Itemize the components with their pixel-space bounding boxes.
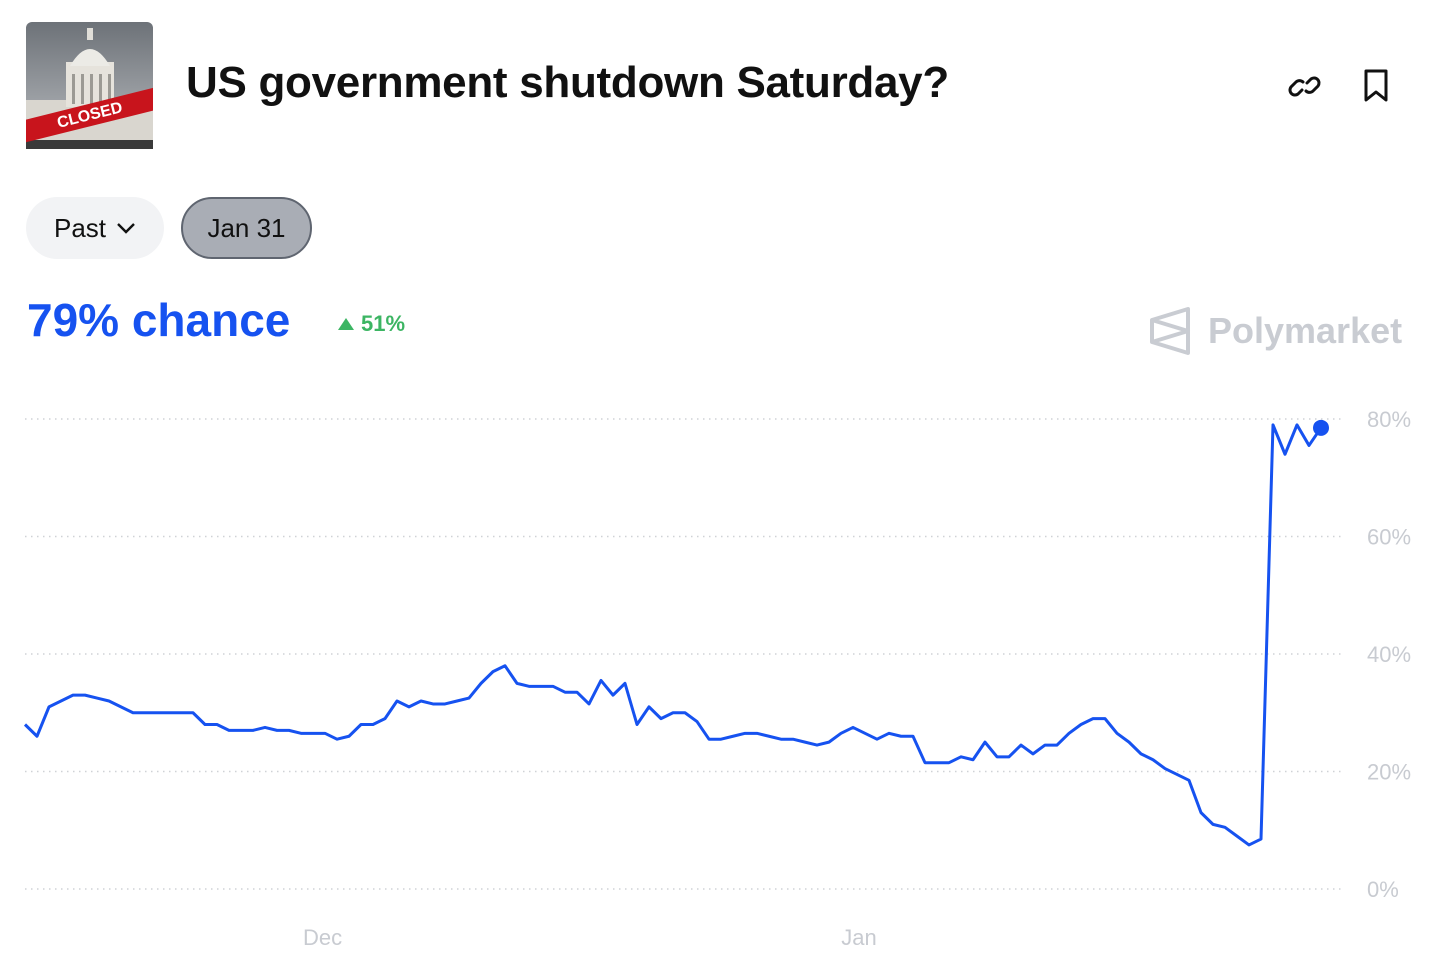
market-image: CLOSED [26, 22, 153, 149]
end-marker [1313, 419, 1329, 436]
period-label: Past [53, 212, 107, 243]
change-indicator: 51% [337, 311, 405, 337]
y-tick-label: 40% [1367, 642, 1411, 667]
chart: 0% 20% 40% 60% 80% Dec Jan [23, 407, 1411, 950]
price-line [23, 423, 1323, 847]
y-tick-label: 0% [1367, 877, 1399, 902]
bookmark-icon[interactable] [1362, 68, 1392, 104]
date-label: Jan 31 [207, 212, 286, 243]
market-title: US government shutdown Saturday? [186, 58, 949, 107]
y-tick-label: 20% [1367, 760, 1411, 785]
brand-logo [1150, 307, 1190, 355]
brand: Polymarket [1148, 306, 1402, 356]
period-dropdown[interactable]: Past [26, 197, 164, 259]
chevron [117, 223, 135, 234]
date-pill[interactable]: Jan 31 [181, 197, 312, 259]
y-tick-label: 80% [1367, 407, 1411, 432]
x-tick-label: Jan [841, 925, 876, 950]
up-arrow [338, 318, 354, 330]
link-icon[interactable] [1287, 69, 1323, 105]
x-tick-label: Dec [303, 925, 342, 950]
brand-name: Polymarket [1208, 310, 1403, 351]
change-value: 51% [361, 311, 406, 336]
y-tick-label: 60% [1367, 525, 1411, 550]
chance-value: 79% chance [27, 294, 291, 346]
